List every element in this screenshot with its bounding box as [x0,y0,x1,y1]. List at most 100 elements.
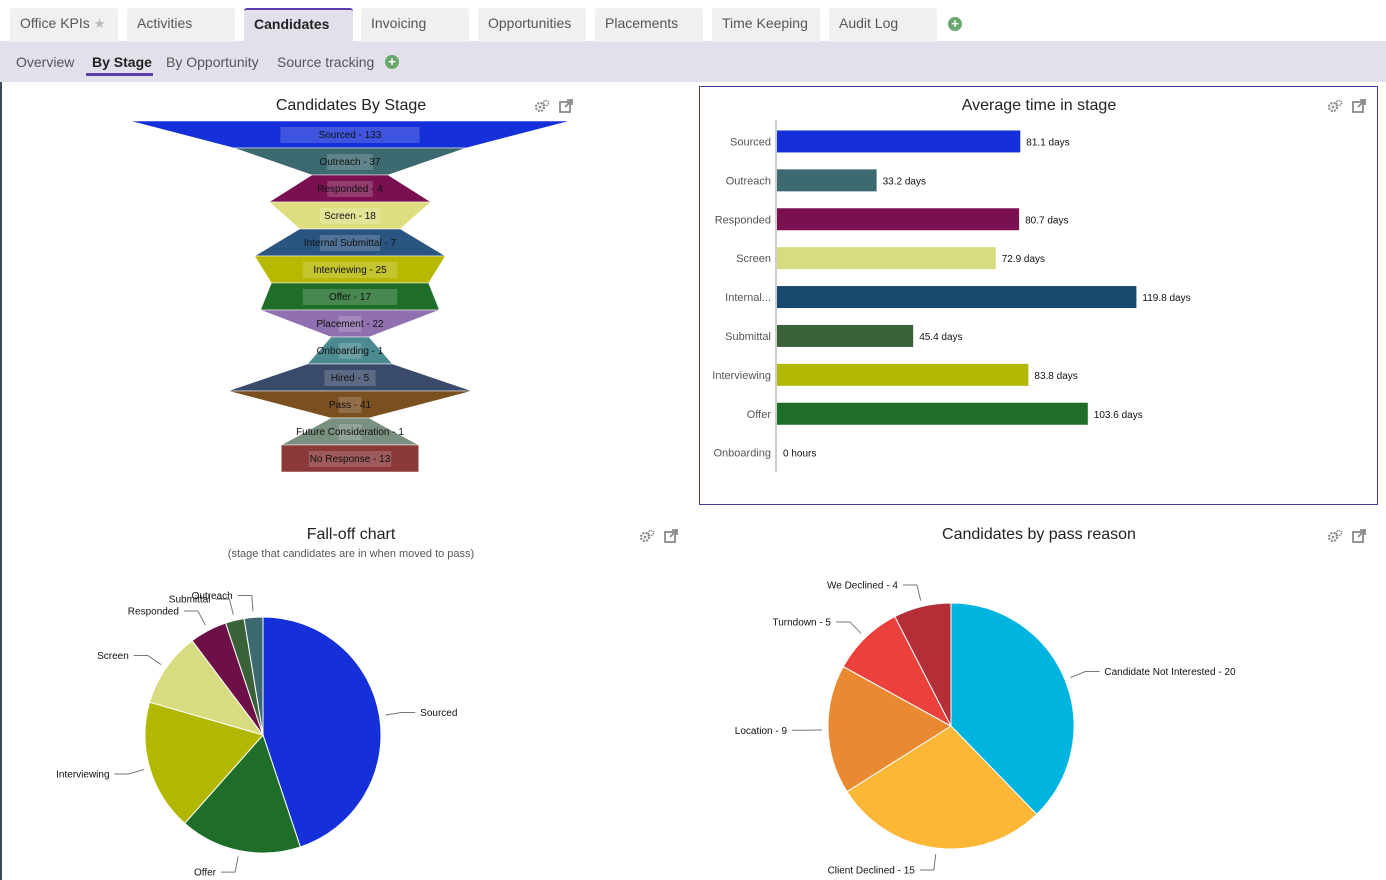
falloff-slice-label: Responded [128,607,179,618]
pass-reason-pie-chart: Candidate Not Interested - 20 Client Decl… [735,581,1236,877]
subtab-by-opportunity[interactable]: By Opportunity [166,54,259,70]
pass-reason-slice-candidate-not-interested [950,602,1075,815]
bar-value-label: 103.6 days [1094,410,1143,421]
bar-value-label: 45.4 days [919,332,962,343]
funnel-stage-highlight [338,397,362,413]
bar-category-label: Outreach [726,175,771,187]
falloff-slice-interviewing [144,701,264,825]
falloff-slice-label: Interviewing [56,769,109,780]
funnel-popout-icon[interactable] [559,99,573,113]
pass-reason-leader-line [1070,671,1100,678]
add-tab-plus-circle-icon[interactable]: + [948,17,962,31]
bar-value-label: 33.2 days [883,176,926,187]
funnel-stage-label: Sourced - 133 [319,130,382,141]
funnel-stage-highlight [327,154,373,170]
pass-reason-slice-label: Turndown - 5 [772,617,831,628]
funnel-stage-highlight [324,370,376,386]
pass-reason-chart-title: Candidates by pass reason [942,526,1136,543]
funnel-chart-title: Candidates By Stage [275,97,427,114]
bar-category-label: Internal... [725,292,771,304]
bar-offer [777,402,1088,425]
falloff-leader-line [183,610,206,626]
sub-tab-bar: Overview By Stage By Opportunity Source … [0,42,1386,82]
tab-audit-log[interactable]: Audit Log [829,8,937,42]
pass-reason-slice-label: We Declined - 4 [827,581,898,592]
tab-activities[interactable]: Activities [127,8,235,42]
bar-value-label: 72.9 days [1002,254,1045,265]
falloff-slice-label: Sourced [420,708,457,719]
star-icon[interactable]: ★ [93,16,106,31]
subtab-source-tracking[interactable]: Source tracking [277,54,375,70]
tab-candidates[interactable]: Candidates [244,8,353,42]
tab-opportunities[interactable]: Opportunities [478,8,586,42]
pass-reason-slice-label: Location - 9 [735,726,788,737]
bar-category-label: Screen [736,253,771,265]
bar-category-label: Sourced [730,136,771,148]
funnel-stage-label: Offer - 17 [329,292,371,303]
falloff-chart-subtitle: (stage that candidates are in when moved… [227,548,475,560]
pass-reason-slice-we-declined [894,602,952,727]
funnel-stage-label: Onboarding - 1 [317,346,384,357]
tab-label: Invoicing [371,15,427,31]
falloff-slice-sourced [262,616,382,848]
funnel-stage-label: Screen - 18 [324,211,376,222]
tab-placements[interactable]: Placements [595,8,703,42]
funnel-stage-label: Pass - 41 [329,400,372,411]
funnel-stage-highlight [308,451,392,467]
falloff-slice-label: Submittal [169,595,211,606]
falloff-leader-line [114,769,145,775]
pass-reason-gear-icon[interactable] [1327,529,1343,543]
funnel-stage-highlight [319,235,381,251]
bar-category-label: Offer [747,409,772,421]
falloff-popout-icon[interactable] [664,529,678,543]
falloff-slice-label: Offer [194,868,217,879]
falloff-slice-label: Outreach [192,591,233,602]
falloff-slice-label: Screen [97,651,129,662]
tab-label: Office KPIs [20,15,90,31]
bar-internal [777,286,1137,309]
bar-category-label: Submittal [725,331,771,343]
falloff-chart-title: Fall-off chart [306,526,396,543]
pass-reason-popout-icon[interactable] [1352,529,1366,543]
bar-category-label: Interviewing [712,370,771,382]
bar-chart: Sourced 81.1 days Outreach 33.2 days Respond… [712,120,1191,473]
active-subtab-indicator [86,73,153,76]
bar-value-label: 0 hours [783,449,816,460]
falloff-gear-icon[interactable] [639,529,655,543]
pass-reason-slice-location [827,665,952,793]
funnel-stage-label: Responded - 4 [317,184,383,195]
bar-value-label: 81.1 days [1026,137,1069,148]
falloff-slice-offer [184,734,301,854]
funnel-stage-highlight [338,424,362,440]
bar-gear-icon[interactable] [1327,99,1343,113]
main-tab-bar: Office KPIs ★ Activities Candidates Invoi… [0,0,1386,42]
bar-screen [777,247,996,270]
tab-label: Placements [605,15,679,31]
bar-responded [777,208,1020,231]
pass-reason-leader-line [836,621,862,634]
tab-label: Audit Log [839,15,899,31]
bar-submittal [777,324,914,347]
funnel-stage-label: Interviewing - 25 [313,265,387,276]
funnel-gear-icon[interactable] [534,99,550,113]
funnel-stage-label: Placement - 22 [316,319,384,330]
left-edge-rule [0,82,2,880]
bar-popout-icon[interactable] [1352,99,1366,113]
funnel-stage-highlight [338,316,362,332]
funnel-stage-highlight [327,181,373,197]
subtab-by-stage[interactable]: By Stage [92,54,152,70]
bar-outreach [777,169,877,192]
subtab-overview[interactable]: Overview [16,54,75,70]
funnel-stage-label: Outreach - 37 [319,157,381,168]
funnel-stage-label: No Response - 13 [310,454,391,465]
falloff-leader-line [133,654,162,665]
tab-office-kpis[interactable]: Office KPIs ★ [10,8,118,42]
bar-value-label: 83.8 days [1034,371,1077,382]
tab-time-keeping[interactable]: Time Keeping [712,8,820,42]
add-subtab-plus-circle-icon[interactable]: + [385,55,399,69]
tab-label: Time Keeping [722,15,808,31]
pass-reason-slice-client-declined [846,725,1038,850]
falloff-leader-line [220,856,239,873]
tab-invoicing[interactable]: Invoicing [361,8,469,42]
funnel-stage-highlight [280,127,420,143]
